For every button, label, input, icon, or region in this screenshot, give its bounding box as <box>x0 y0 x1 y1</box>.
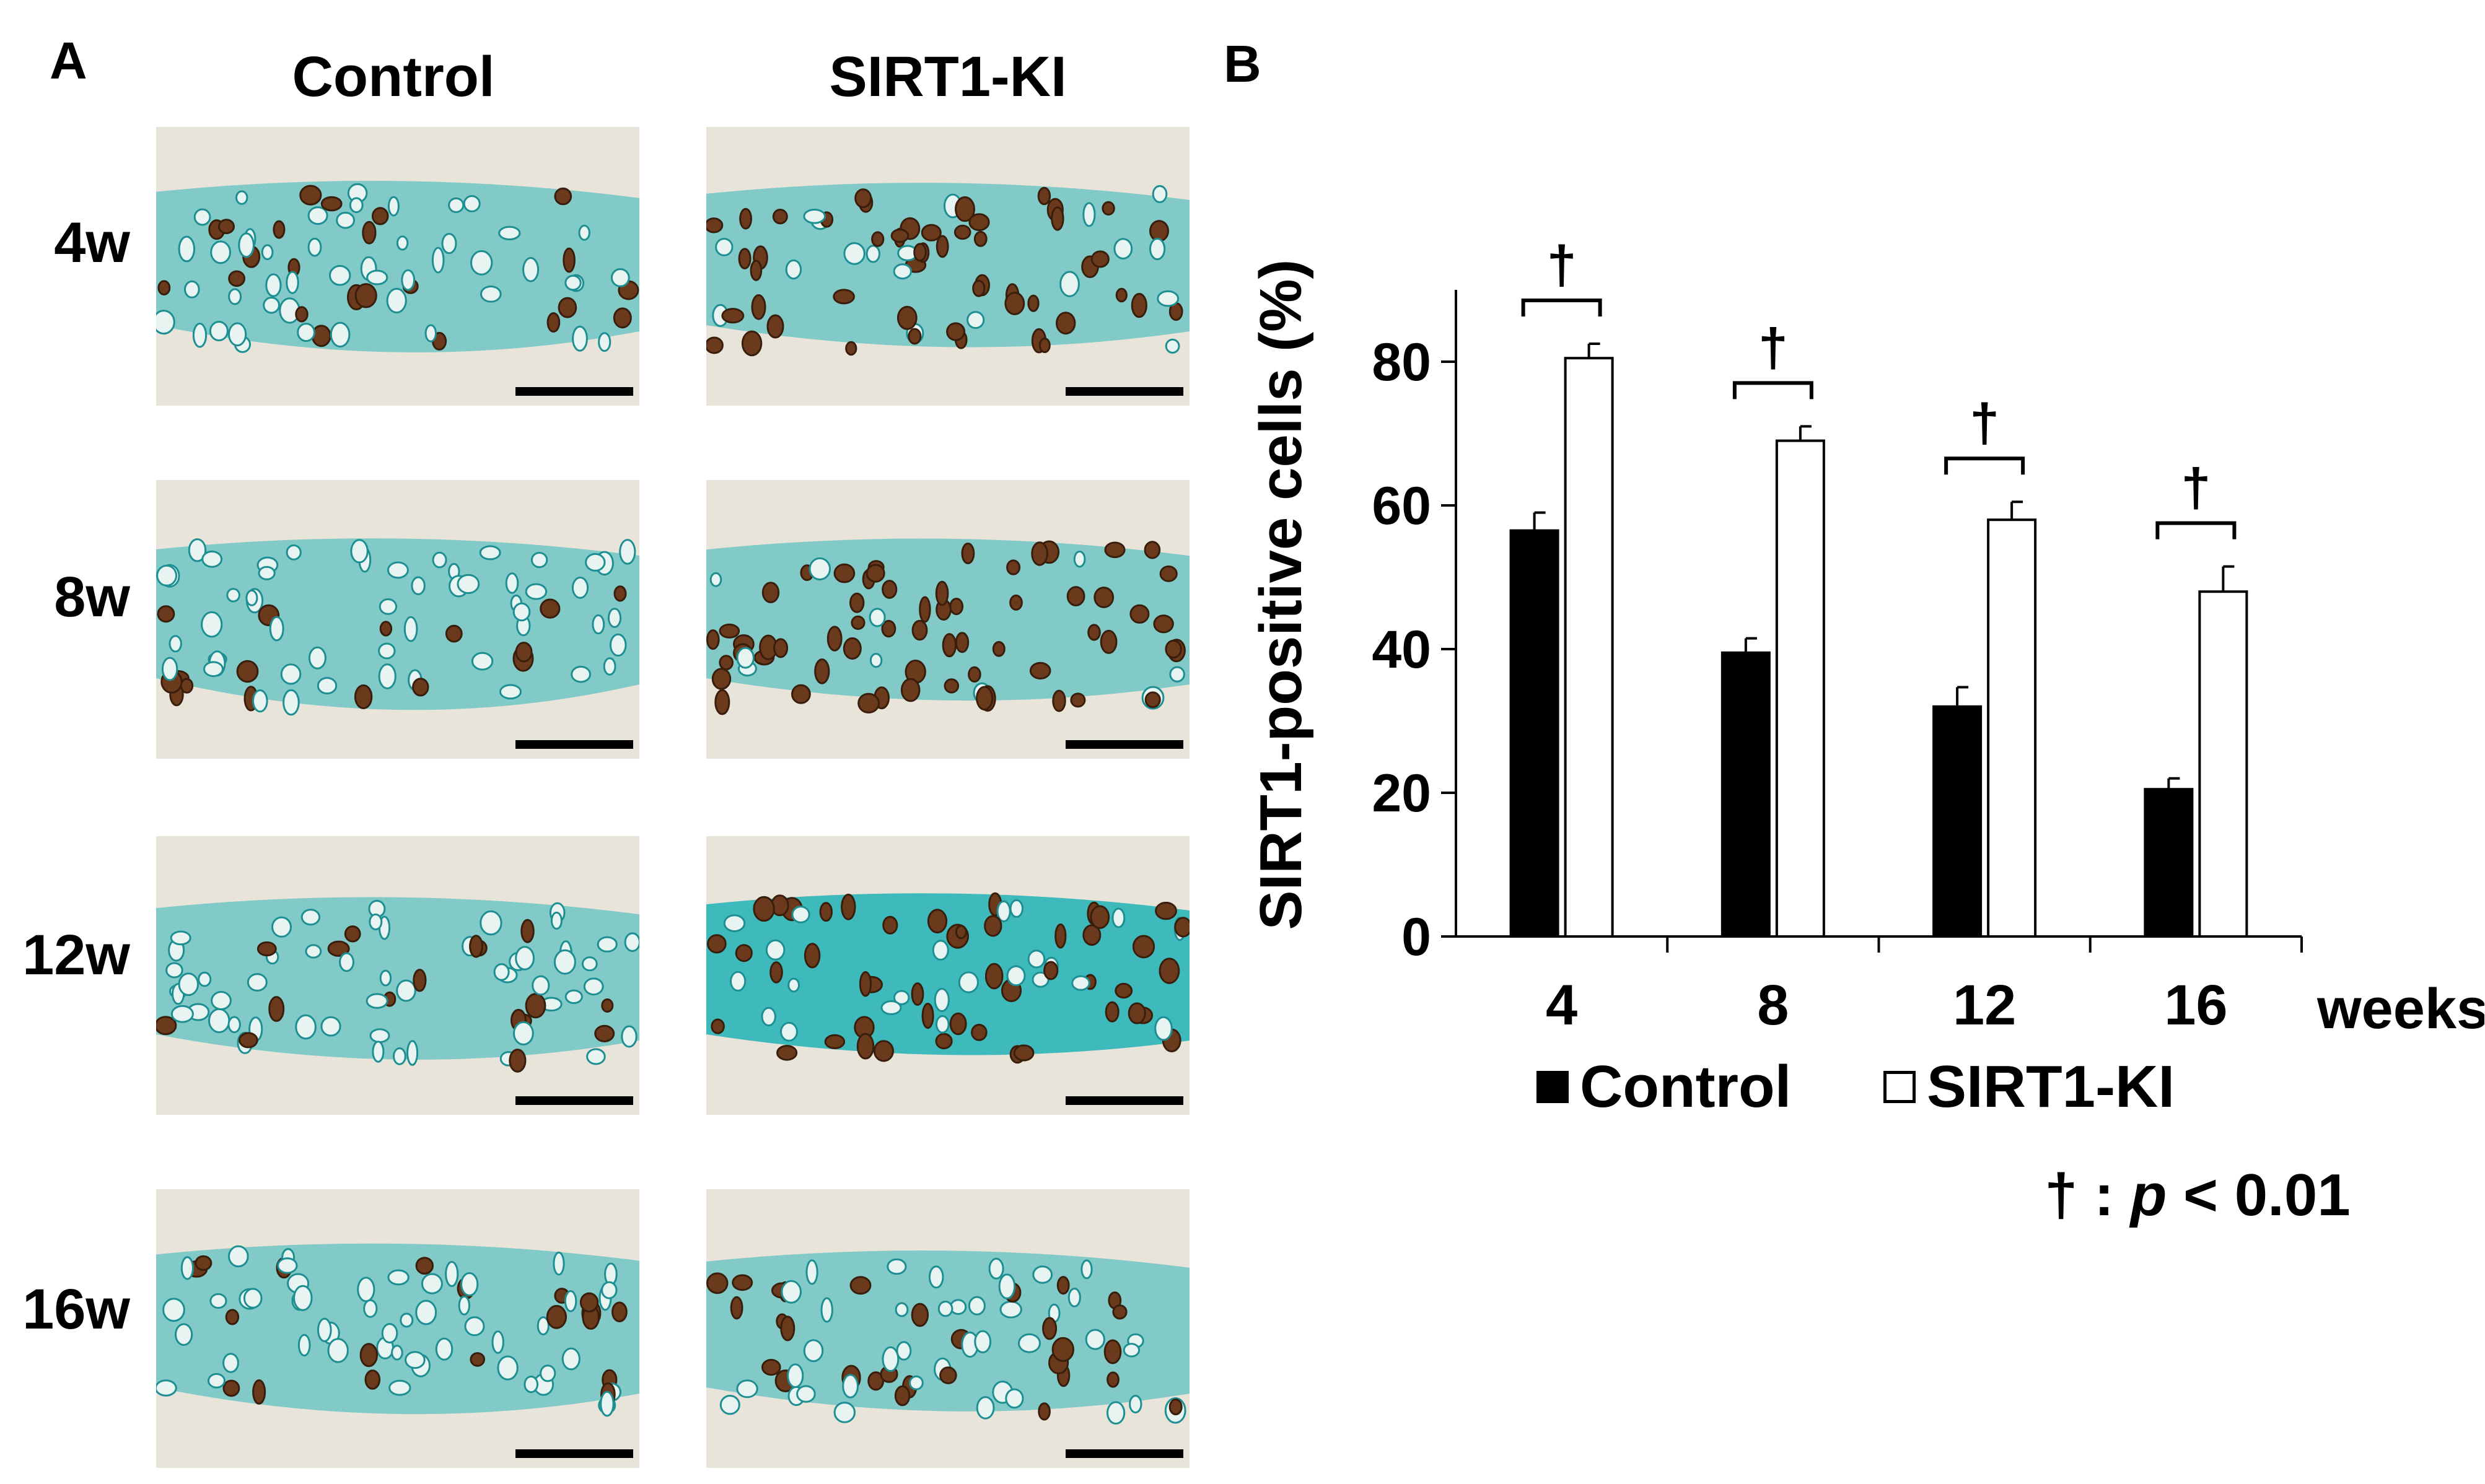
y-tick-label-80: 80 <box>1372 333 1431 392</box>
x-unit-label: weeks <box>2316 977 2484 1041</box>
scale-bar <box>515 740 633 749</box>
row-label-12w: 12w <box>22 923 130 987</box>
bar-sirt1-ki-16 <box>2198 590 2248 938</box>
scale-bar <box>1066 1449 1183 1458</box>
significance-dagger-16: † <box>2181 458 2211 518</box>
bar-control-4 <box>1509 529 1559 938</box>
scale-bar <box>515 1096 633 1105</box>
bar-sirt1-ki-8 <box>1775 439 1825 938</box>
micrograph-control-8w <box>156 480 639 759</box>
scale-bar <box>515 1449 633 1458</box>
significance-note: † : p < 0.01 <box>2045 1161 2351 1229</box>
significance-bracket-16 <box>2155 521 2237 539</box>
scale-bar <box>515 387 633 396</box>
significance-dagger-12: † <box>1970 393 1999 453</box>
y-tick-label-20: 20 <box>1372 764 1431 823</box>
micrograph-control-16w <box>156 1189 639 1468</box>
column-header-sirt1-ki: SIRT1-KI <box>829 45 1067 108</box>
significance-symbol: † <box>2045 1162 2078 1228</box>
panel-a-label: A <box>50 32 87 90</box>
legend-control: Control <box>1536 1053 1791 1121</box>
bar-sirt1-ki-4 <box>1564 357 1614 938</box>
micrograph-sirt1-ki-4w <box>706 127 1190 406</box>
significance-p: p <box>2130 1162 2167 1228</box>
x-tick-label-16: 16 <box>2164 974 2227 1037</box>
bar-control-16 <box>2144 788 2194 938</box>
significance-bracket-12 <box>1944 456 2025 475</box>
y-tick-label-0: 0 <box>1401 907 1431 967</box>
bar-control-8 <box>1720 651 1771 938</box>
x-tick-label-4: 4 <box>1546 974 1577 1037</box>
bar-chart: 0 20 40 60 80 SIRT1-positive cells (%) † 4 † 8 † 12… <box>1248 235 2484 1041</box>
legend-swatch-sirt1-ki <box>1883 1071 1916 1103</box>
y-tick-label-40: 40 <box>1372 620 1431 679</box>
micrograph-control-12w <box>156 836 639 1115</box>
legend-swatch-control <box>1536 1071 1569 1103</box>
bar-sirt1-ki-12 <box>1987 518 2037 938</box>
legend-sirt1-ki: SIRT1-KI <box>1883 1053 2175 1121</box>
significance-threshold: < 0.01 <box>2167 1162 2351 1228</box>
legend-label-control: Control <box>1580 1054 1792 1120</box>
significance-dagger-4: † <box>1547 235 1577 295</box>
scale-bar <box>1066 1096 1183 1105</box>
significance-bracket-4 <box>1521 299 1602 316</box>
y-tick-label-60: 60 <box>1372 476 1431 536</box>
x-tick-label-8: 8 <box>1757 974 1789 1037</box>
significance-sep: : <box>2077 1162 2131 1228</box>
micrograph-control-4w <box>156 127 639 406</box>
row-label-8w: 8w <box>54 565 130 629</box>
row-label-4w: 4w <box>54 211 130 274</box>
panel-b-label: B <box>1224 35 1261 93</box>
scale-bar <box>1066 387 1183 396</box>
legend-label-sirt1-ki: SIRT1-KI <box>1927 1054 2175 1120</box>
y-axis-label: SIRT1-positive cells (%) <box>1248 260 1314 930</box>
significance-bracket-8 <box>1732 381 1813 399</box>
column-header-control: Control <box>292 45 495 108</box>
scale-bar <box>1066 740 1183 749</box>
row-label-16w: 16w <box>22 1278 130 1341</box>
micrograph-sirt1-ki-12w <box>706 836 1190 1115</box>
micrograph-sirt1-ki-16w <box>706 1189 1190 1468</box>
x-tick-label-12: 12 <box>1953 974 2016 1037</box>
bar-control-12 <box>1932 705 1983 938</box>
significance-dagger-8: † <box>1758 318 1788 377</box>
micrograph-sirt1-ki-8w <box>706 480 1190 759</box>
